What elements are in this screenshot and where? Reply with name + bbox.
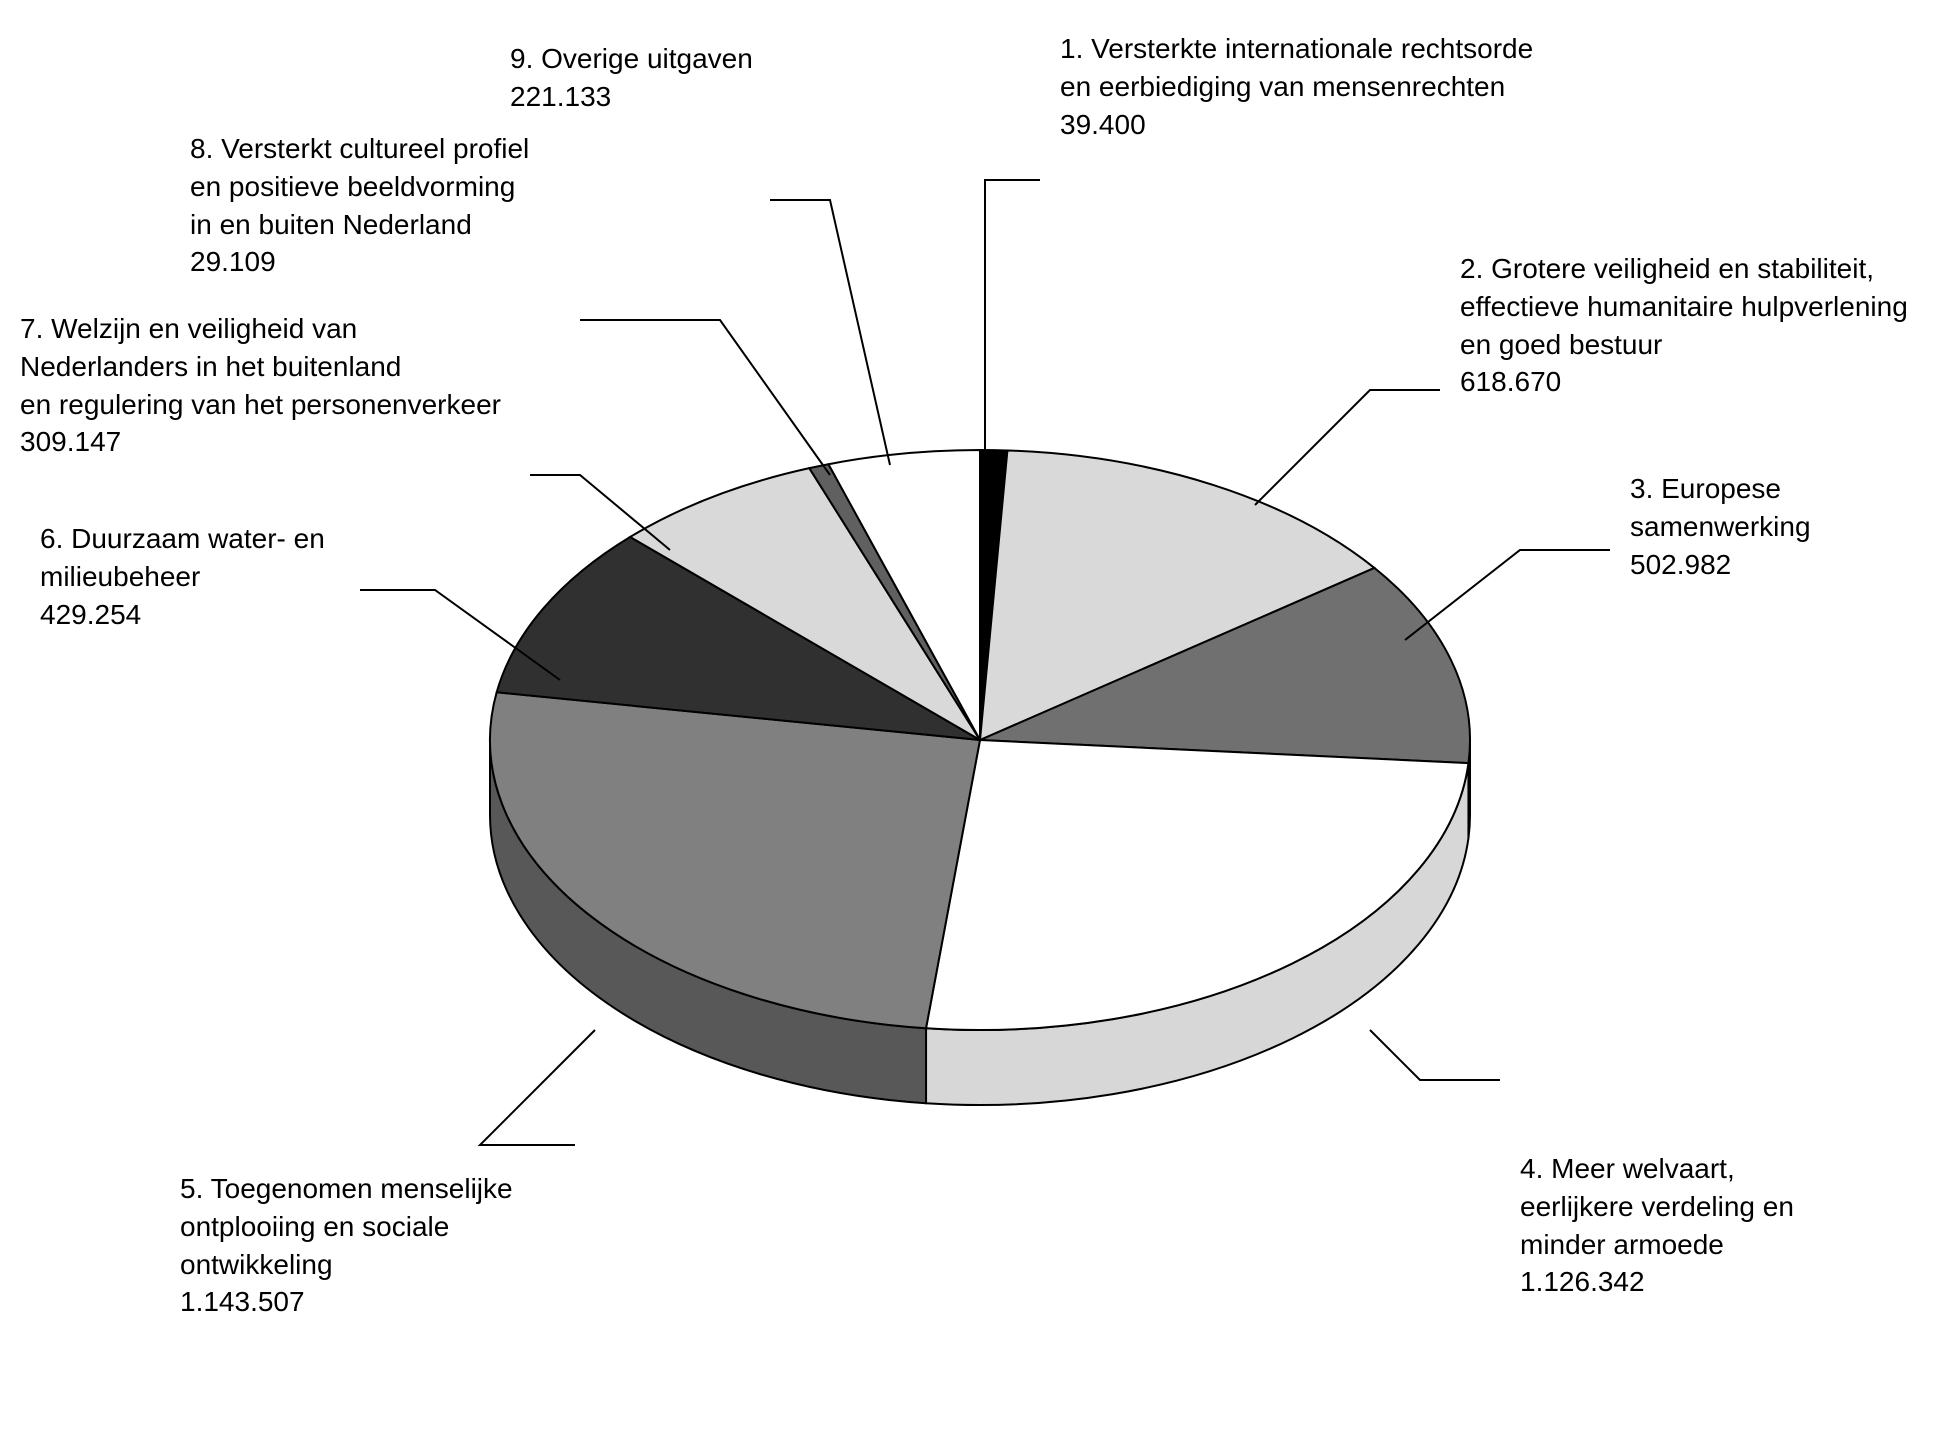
slice-label: 7. Welzijn en veiligheid vanNederlanders…: [20, 310, 501, 461]
slice-label-line: 429.254: [40, 596, 325, 634]
slice-label-line: effectieve humanitaire hulpverlening: [1460, 288, 1908, 326]
slice-label-line: 4. Meer welvaart,: [1520, 1150, 1794, 1188]
slice-label-line: ontwikkeling: [180, 1246, 513, 1284]
slice-label-line: 1. Versterkte internationale rechtsorde: [1060, 30, 1533, 68]
leader-line: [770, 200, 890, 465]
slice-label-line: minder armoede: [1520, 1226, 1794, 1264]
slice-label-line: in en buiten Nederland: [190, 206, 529, 244]
slice-label-line: 29.109: [190, 243, 529, 281]
slice-label-line: samenwerking: [1630, 508, 1811, 546]
leader-line: [580, 320, 830, 475]
slice-label-line: 502.982: [1630, 546, 1811, 584]
slice-label-line: 2. Grotere veiligheid en stabiliteit,: [1460, 250, 1908, 288]
slice-label-line: Nederlanders in het buitenland: [20, 348, 501, 386]
slice-label-line: en positieve beeldvorming: [190, 168, 529, 206]
slice-label-line: milieubeheer: [40, 558, 325, 596]
slice-label-line: en regulering van het personenverkeer: [20, 386, 501, 424]
leader-line: [480, 1030, 595, 1145]
slice-label-line: 309.147: [20, 423, 501, 461]
slice-label-line: en goed bestuur: [1460, 326, 1908, 364]
slice-label-line: en eerbiediging van mensenrechten: [1060, 68, 1533, 106]
slice-label-line: eerlijkere verdeling en: [1520, 1188, 1794, 1226]
leader-line: [985, 180, 1040, 450]
pie-top: [490, 450, 1470, 1030]
slice-label-line: 39.400: [1060, 106, 1533, 144]
slice-label-line: 5. Toegenomen menselijke: [180, 1170, 513, 1208]
slice-label-line: 7. Welzijn en veiligheid van: [20, 310, 501, 348]
slice-label-line: 8. Versterkt cultureel profiel: [190, 130, 529, 168]
slice-label: 4. Meer welvaart,eerlijkere verdeling en…: [1520, 1150, 1794, 1301]
slice-label-line: 6. Duurzaam water- en: [40, 520, 325, 558]
slice-label: 3. Europesesamenwerking502.982: [1630, 470, 1811, 583]
slice-label-line: 221.133: [510, 78, 753, 116]
slice-label-line: ontplooiing en sociale: [180, 1208, 513, 1246]
leader-line: [1370, 1030, 1500, 1080]
slice-label: 8. Versterkt cultureel profielen positie…: [190, 130, 529, 281]
slice-label-line: 9. Overige uitgaven: [510, 40, 753, 78]
slice-label: 2. Grotere veiligheid en stabiliteit,eff…: [1460, 250, 1908, 401]
pie-slice: [926, 740, 1468, 1030]
pie-slice: [490, 692, 980, 1028]
slice-label: 9. Overige uitgaven221.133: [510, 40, 753, 116]
leader-line: [1405, 550, 1610, 640]
slice-label-line: 1.126.342: [1520, 1263, 1794, 1301]
slice-label: 1. Versterkte internationale rechtsordee…: [1060, 30, 1533, 143]
slice-label-line: 3. Europese: [1630, 470, 1811, 508]
slice-label-line: 1.143.507: [180, 1283, 513, 1321]
slice-label: 5. Toegenomen menselijkeontplooiing en s…: [180, 1170, 513, 1321]
slice-label-line: 618.670: [1460, 363, 1908, 401]
pie-chart-3d: 1. Versterkte internationale rechtsordee…: [20, 20, 1922, 1389]
leader-line: [1255, 390, 1440, 505]
slice-label: 6. Duurzaam water- enmilieubeheer429.254: [40, 520, 325, 633]
